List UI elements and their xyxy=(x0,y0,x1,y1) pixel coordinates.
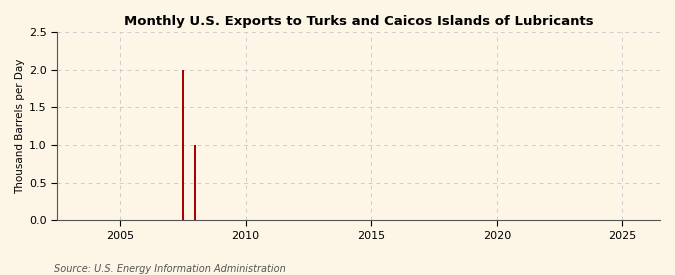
Y-axis label: Thousand Barrels per Day: Thousand Barrels per Day xyxy=(15,59,25,194)
Bar xyxy=(194,145,196,220)
Title: Monthly U.S. Exports to Turks and Caicos Islands of Lubricants: Monthly U.S. Exports to Turks and Caicos… xyxy=(124,15,593,28)
Text: Source: U.S. Energy Information Administration: Source: U.S. Energy Information Administ… xyxy=(54,264,286,274)
Bar xyxy=(182,70,184,220)
